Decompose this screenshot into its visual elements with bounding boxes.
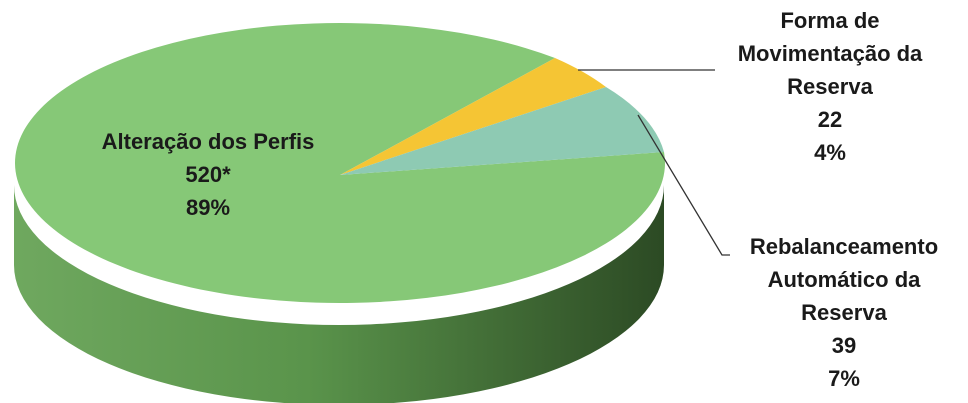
label-forma-line-2: Movimentação da <box>737 41 923 66</box>
label-alteracao-dos-perfis: Alteração dos Perfis 520* 89% <box>48 125 368 224</box>
label-forma-line-3: Reserva <box>787 74 873 99</box>
label-rebalanceamento-value: 39 <box>831 333 857 358</box>
label-forma-de-movimentacao: Forma de Movimentação da Reserva 22 4% <box>700 4 960 169</box>
leader-line-rebalanceamento <box>637 114 730 256</box>
slice-rebalanceamento <box>340 87 664 175</box>
label-rebalanceamento-percent: 7% <box>828 366 860 391</box>
slice-alteracao-dos-perfis <box>15 22 666 303</box>
label-forma-percent: 4% <box>814 140 846 165</box>
label-rebalanceamento-line-1: Rebalanceamento <box>749 234 939 259</box>
label-forma-value: 22 <box>817 107 843 132</box>
label-rebalanceamento-line-2: Automático da <box>767 267 921 292</box>
label-alteracao-line-1: Alteração dos Perfis <box>101 129 315 154</box>
label-forma-line-1: Forma de <box>780 8 880 33</box>
label-rebalanceamento: Rebalanceamento Automático da Reserva 39… <box>720 230 968 395</box>
label-rebalanceamento-line-3: Reserva <box>801 300 887 325</box>
pie-side-wall <box>14 185 664 403</box>
slice-forma-de-movimentacao <box>340 58 606 175</box>
label-alteracao-percent: 89% <box>185 195 231 220</box>
label-alteracao-value: 520* <box>185 162 231 187</box>
